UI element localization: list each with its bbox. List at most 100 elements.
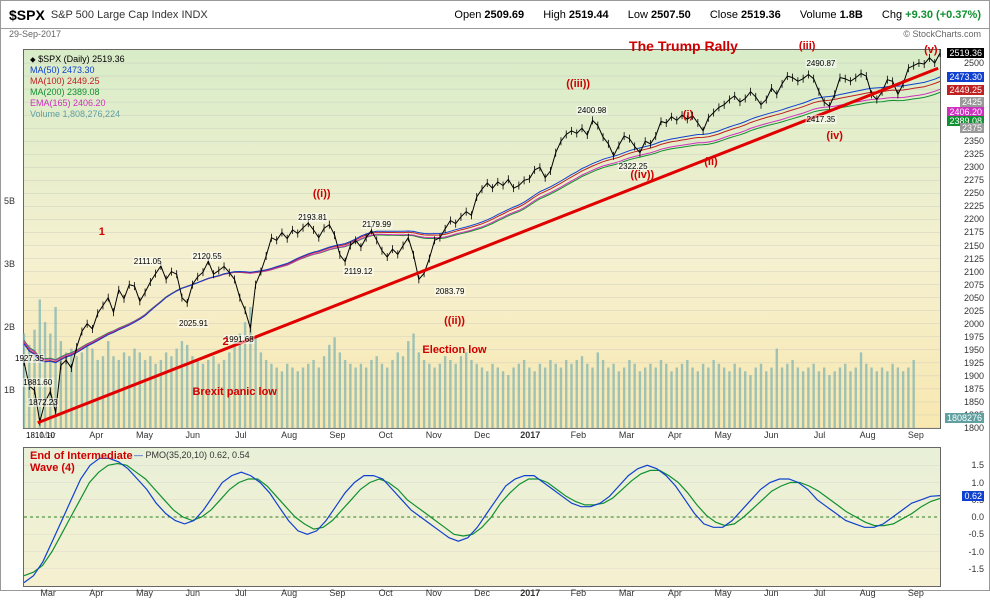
price-tag: 1927.35 <box>14 354 45 363</box>
x-tick: Oct <box>379 430 393 440</box>
annotation: 2 <box>222 336 228 348</box>
osc-plot <box>24 448 940 586</box>
chart-container: $SPX S&P 500 Large Cap Index INDX Open 2… <box>0 0 990 591</box>
main-legend: ⬥ $SPX (Daily) 2519.36 MA(50) 2473.30 MA… <box>30 54 125 120</box>
x-tick: Aug <box>860 588 876 598</box>
osc-tick: -1.0 <box>968 547 984 557</box>
legend-row: ⬥ $SPX (Daily) 2519.36 <box>30 54 125 65</box>
x-tick: Aug <box>281 430 297 440</box>
legend-row: MA(100) 2449.25 <box>30 76 125 87</box>
y-tick: 2350 <box>964 136 984 146</box>
osc-annotation: End of IntermediateWave (4) <box>30 450 133 474</box>
source: © StockCharts.com <box>903 29 981 43</box>
x-tick: Aug <box>281 588 297 598</box>
y-tick: 2075 <box>964 280 984 290</box>
x-tick: Sep <box>908 430 924 440</box>
annotation: ((ii)) <box>444 315 465 327</box>
price-tag: 1810.10 <box>25 431 56 440</box>
x-tick: 2017 <box>520 588 540 598</box>
value-box: 2449.25 <box>947 85 984 95</box>
y-tick: 2050 <box>964 293 984 303</box>
y-tick: 1925 <box>964 358 984 368</box>
ticker: $SPX <box>9 7 45 23</box>
osc-value-box: 0.62 <box>962 491 984 501</box>
y-tick: 2500 <box>964 58 984 68</box>
y-tick: 2125 <box>964 254 984 264</box>
y-tick: 1875 <box>964 384 984 394</box>
vol-tick: 1B <box>4 385 15 395</box>
y-tick: 1975 <box>964 332 984 342</box>
legend-row: EMA(165) 2406.20 <box>30 98 125 109</box>
osc-tick: -0.5 <box>968 529 984 539</box>
x-tick: May <box>715 588 732 598</box>
price-tag: 2193.81 <box>297 213 328 222</box>
x-tick: May <box>136 588 153 598</box>
y-tick: 2250 <box>964 188 984 198</box>
x-tick: Sep <box>329 430 345 440</box>
price-tag: 2083.79 <box>434 287 465 296</box>
y-tick: 1900 <box>964 371 984 381</box>
value-box: 2375 <box>960 123 984 133</box>
x-tick: Nov <box>426 430 442 440</box>
oscillator-chart: End of IntermediateWave (4) — PMO(35,20,… <box>23 447 941 587</box>
osc-tick: 0.0 <box>971 512 984 522</box>
x-tick: Sep <box>329 588 345 598</box>
price-tag: 1872.23 <box>28 398 59 407</box>
y-tick: 2325 <box>964 149 984 159</box>
x-tick: May <box>715 430 732 440</box>
annotation: ((iii)) <box>566 78 590 90</box>
x-tick: Dec <box>474 430 490 440</box>
annotation: (i) <box>683 109 693 121</box>
vol-tick: 5B <box>4 196 15 206</box>
y-tick: 2225 <box>964 201 984 211</box>
osc-tick: 1.5 <box>971 460 984 470</box>
y-tick: 2275 <box>964 175 984 185</box>
x-tick: Sep <box>908 588 924 598</box>
value-box: 2425 <box>960 97 984 107</box>
price-tag: 2025.91 <box>178 319 209 328</box>
y-tick: 1800 <box>964 423 984 433</box>
x-tick: Jul <box>814 588 826 598</box>
main-chart: ⬥ $SPX (Daily) 2519.36 MA(50) 2473.30 MA… <box>23 49 941 429</box>
x-tick: Mar <box>619 588 635 598</box>
main-plot <box>24 50 940 428</box>
annotation: (v) <box>924 44 937 56</box>
x-tick: Jun <box>764 588 779 598</box>
value-box: 2519.36 <box>947 48 984 58</box>
x-tick: Aug <box>860 430 876 440</box>
price-tag: 2111.05 <box>133 257 163 266</box>
legend-row: Volume 1,808,276,224 <box>30 109 125 120</box>
annotation: 1 <box>99 226 105 238</box>
value-box: 1808276 <box>945 413 984 423</box>
x-tick: Jun <box>185 430 200 440</box>
osc-tick: 1.0 <box>971 478 984 488</box>
price-tag: 2490.87 <box>805 59 836 68</box>
y-tick: 1850 <box>964 397 984 407</box>
price-tag: 2400.98 <box>576 106 607 115</box>
x-tick: Dec <box>474 588 490 598</box>
vol-tick: 2B <box>4 322 15 332</box>
y-tick: 2150 <box>964 241 984 251</box>
vol-tick: 3B <box>4 259 15 269</box>
y-tick: 2200 <box>964 214 984 224</box>
annotation: ((i)) <box>313 188 331 200</box>
x-tick: Apr <box>668 430 682 440</box>
title: S&P 500 Large Cap Index INDX <box>51 9 208 21</box>
x-tick: Jun <box>185 588 200 598</box>
x-tick: Feb <box>571 430 587 440</box>
price-tag: 2417.35 <box>805 115 836 124</box>
y-tick: 1950 <box>964 345 984 355</box>
x-tick: Mar <box>619 430 635 440</box>
value-box: 2473.30 <box>947 72 984 82</box>
osc-legend: — PMO(35,20,10) 0.62, 0.54 <box>134 450 250 460</box>
x-tick: May <box>136 430 153 440</box>
price-tag: 1881.60 <box>22 378 53 387</box>
x-tick: Jul <box>814 430 826 440</box>
annotation: (iv) <box>826 130 843 142</box>
y-tick: 2100 <box>964 267 984 277</box>
subheader: 29-Sep-2017 © StockCharts.com <box>1 29 989 43</box>
x-tick: Apr <box>668 588 682 598</box>
price-tag: 2179.99 <box>361 220 392 229</box>
y-tick: 2175 <box>964 227 984 237</box>
annotation: The Trump Rally <box>629 38 738 54</box>
